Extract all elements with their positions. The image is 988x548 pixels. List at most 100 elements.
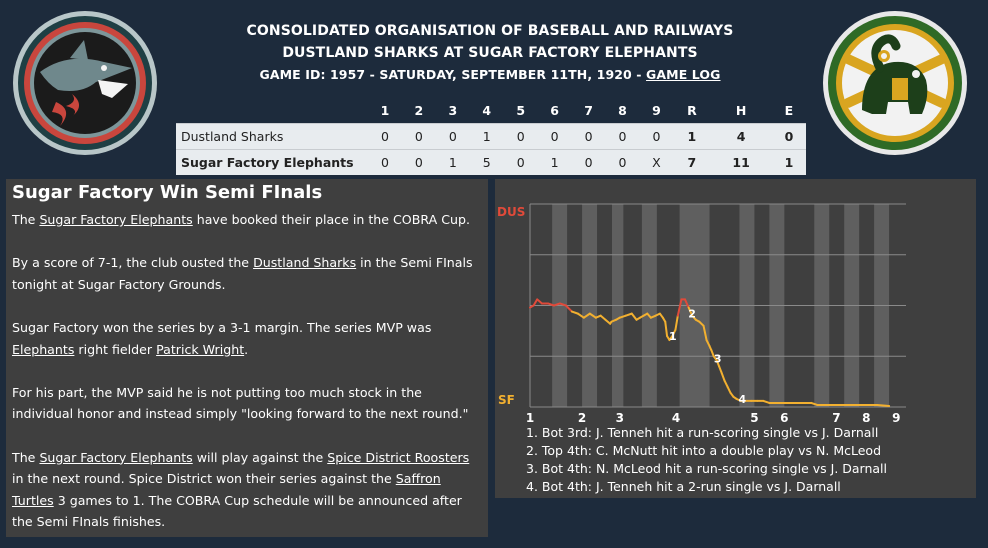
- inning-score: 0: [435, 123, 470, 150]
- article-paragraph: The Sugar Factory Elephants will play ag…: [12, 447, 482, 533]
- series-segment: [671, 328, 677, 337]
- linescore-header-row: 1 2 3 4 5 6 7 8 9 R H E: [176, 98, 806, 124]
- inning-header: 3: [435, 98, 470, 124]
- series-segment: [532, 298, 539, 307]
- win-probability-panel: DUS SF 1 2 3 4 5 6 7 8 9 1 2 3 4 1. Bot 3rd: J. Tenneh…: [495, 179, 976, 498]
- shark-logo: [13, 11, 157, 155]
- team-link[interactable]: Dustland Sharks: [253, 255, 357, 271]
- series-segment: [564, 304, 573, 313]
- errors-header: E: [771, 98, 806, 124]
- player-link[interactable]: Patrick Wright: [156, 341, 245, 357]
- text: have booked their place in the COBRA Cup…: [192, 212, 470, 227]
- series-segment: [552, 302, 561, 307]
- inning-score: 0: [639, 123, 674, 150]
- series-segment: [810, 401, 819, 406]
- text: right fielder: [74, 341, 157, 357]
- team-link[interactable]: Saffron Turtles: [12, 471, 441, 508]
- y-bottom-label: SF: [498, 393, 515, 407]
- inning-score: 0: [537, 123, 572, 150]
- table-row: Sugar Factory Elephants 0 0 1 5 0 1 0 0 …: [176, 149, 806, 175]
- text: Sugar Factory won the series by a 3-1 ma…: [12, 319, 432, 335]
- series-segment: [570, 310, 579, 315]
- news-article: Sugar Factory Win Semi FInals The Sugar …: [6, 179, 488, 537]
- event-note: 4. Bot 4th: J. Tenneh hit a 2-run single…: [526, 479, 841, 494]
- event-marker: 1: [669, 330, 677, 343]
- text: 3 games to 1. The COBRA Cup schedule wil…: [12, 492, 462, 530]
- text: The: [12, 449, 40, 465]
- series-segment: [876, 403, 891, 407]
- series-segment: [588, 312, 597, 319]
- inning-header: 8: [605, 98, 640, 124]
- inning-score: 0: [503, 149, 538, 175]
- x-tick-label: 6: [780, 411, 788, 424]
- inning-score: 0: [401, 149, 436, 175]
- text: .: [244, 341, 249, 357]
- inning-header: 5: [503, 98, 538, 124]
- inning-score: 0: [571, 123, 606, 150]
- inning-header: 2: [401, 98, 436, 124]
- series-segment: [705, 339, 711, 348]
- x-tick-label: 3: [616, 411, 624, 424]
- game-log-link[interactable]: GAME LOG: [646, 67, 721, 82]
- series-segment: [558, 302, 567, 307]
- inning-header: 7: [571, 98, 606, 124]
- team-name[interactable]: Sugar Factory Elephants: [176, 149, 368, 175]
- y-top-label: DUS: [497, 205, 525, 219]
- inning-score: 0: [368, 123, 402, 150]
- runs-header: R: [673, 98, 711, 124]
- article-paragraph: By a score of 7-1, the club ousted the D…: [12, 252, 482, 295]
- series-segment: [624, 312, 633, 317]
- team-link[interactable]: Spice District Roosters: [327, 449, 470, 465]
- team-link[interactable]: Sugar Factory Elephants: [39, 212, 193, 227]
- inning-score: 1: [435, 149, 470, 175]
- matchup-title: DUSTLAND SHARKS AT SUGAR FACTORY ELEPHAN…: [282, 45, 698, 61]
- x-tick-label: 1: [526, 411, 534, 424]
- series-segment: [684, 298, 690, 309]
- event-note: 3. Bot 4th: N. McLeod hit a run-scoring …: [526, 461, 888, 476]
- series-segment: [604, 318, 612, 325]
- inning-score: 5: [469, 149, 504, 175]
- inning-score: 0: [503, 123, 538, 150]
- text: in the Semi FInals tonight at Sugar Fact…: [12, 255, 473, 292]
- x-tick-label: 4: [672, 411, 680, 424]
- event-marker: 3: [714, 352, 722, 365]
- series-segment: [664, 320, 669, 337]
- event-notes: 1. Bot 3rd: J. Tenneh hit a run-scoring …: [526, 424, 887, 496]
- team-name[interactable]: Dustland Sharks: [176, 123, 368, 150]
- text: in the next round. Spice District won th…: [12, 471, 396, 487]
- article-paragraph: For his part, the MVP said he is not put…: [12, 384, 469, 422]
- inning-score: 0: [401, 123, 436, 150]
- inning-header: 4: [469, 98, 504, 124]
- inning-header: 6: [537, 98, 572, 124]
- x-tick-label: 8: [862, 411, 870, 424]
- inning-header: 9: [639, 98, 674, 124]
- team-link[interactable]: Sugar Factory Elephants: [39, 449, 193, 465]
- event-note: 2. Top 4th: C. McNutt hit into a double …: [526, 443, 881, 458]
- inning-score: 1: [469, 123, 504, 150]
- inning-header: 1: [368, 98, 402, 124]
- inning-score: 0: [605, 149, 640, 175]
- series-segment: [599, 314, 607, 321]
- series-segment: [723, 379, 729, 388]
- series-segment: [618, 314, 627, 319]
- hits-total: 4: [710, 123, 772, 150]
- series-segment: [718, 365, 723, 374]
- inning-score: 0: [571, 149, 606, 175]
- series-segment: [710, 349, 715, 358]
- series-segment: [536, 298, 543, 305]
- inning-score: 1: [537, 149, 572, 175]
- text: will play against the: [192, 449, 328, 465]
- game-info: GAME ID: 1957 - SATURDAY, SEPTEMBER 11TH…: [170, 64, 810, 86]
- errors-total: 1: [771, 149, 806, 175]
- series-segment: [726, 385, 732, 394]
- game-header: CONSOLIDATED ORGANISATION OF BASEBALL AN…: [170, 20, 810, 86]
- series-segment: [576, 312, 585, 319]
- runs-total: 7: [673, 149, 711, 175]
- team-link[interactable]: Elephants: [12, 341, 75, 357]
- series-segment: [702, 324, 708, 342]
- event-note: 1. Bot 3rd: J. Tenneh hit a run-scoring …: [526, 425, 879, 440]
- series-segment: [676, 298, 683, 317]
- series-segment: [715, 359, 721, 368]
- x-tick-label: 7: [832, 411, 840, 424]
